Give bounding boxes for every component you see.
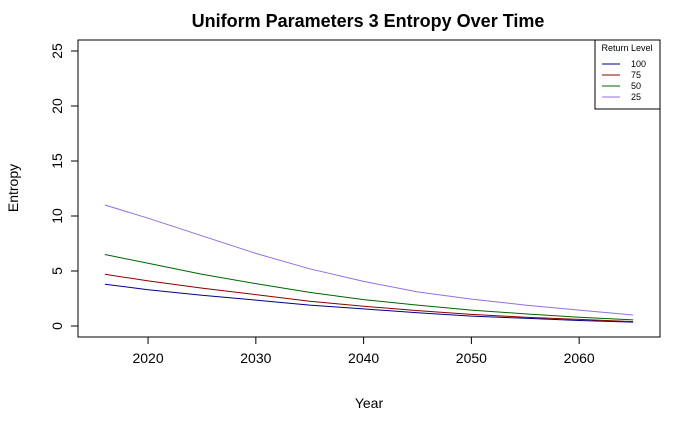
legend-label-25: 25 [631, 92, 641, 102]
x-axis: 2020 2030 2040 2050 2060 [132, 337, 595, 366]
x-tick-label: 2050 [456, 350, 487, 366]
y-tick-label: 5 [49, 267, 65, 275]
legend-title: Return Level [601, 43, 652, 53]
legend-label-75: 75 [631, 70, 641, 80]
chart-title: Uniform Parameters 3 Entropy Over Time [192, 11, 545, 31]
series-line-50 [104, 254, 634, 321]
series-line-75 [104, 273, 634, 323]
y-tick-label: 15 [49, 153, 65, 169]
y-axis: 0 5 10 15 20 25 [49, 43, 78, 330]
x-tick-label: 2030 [240, 350, 271, 366]
y-tick-label: 25 [49, 43, 65, 59]
x-tick-label: 2020 [132, 350, 163, 366]
legend-label-50: 50 [631, 81, 641, 91]
legend-label-100: 100 [631, 59, 646, 69]
series-lines [104, 204, 634, 323]
x-tick-label: 2040 [348, 350, 379, 366]
y-axis-label: Entropy [5, 164, 21, 212]
series-line-100 [104, 283, 634, 323]
x-tick-label: 2060 [564, 350, 595, 366]
y-tick-label: 20 [49, 98, 65, 114]
plot-frame [77, 39, 661, 338]
y-tick-label: 0 [49, 322, 65, 330]
y-tick-label: 10 [49, 208, 65, 224]
series-line-25 [104, 204, 634, 316]
x-axis-label: Year [355, 395, 384, 411]
